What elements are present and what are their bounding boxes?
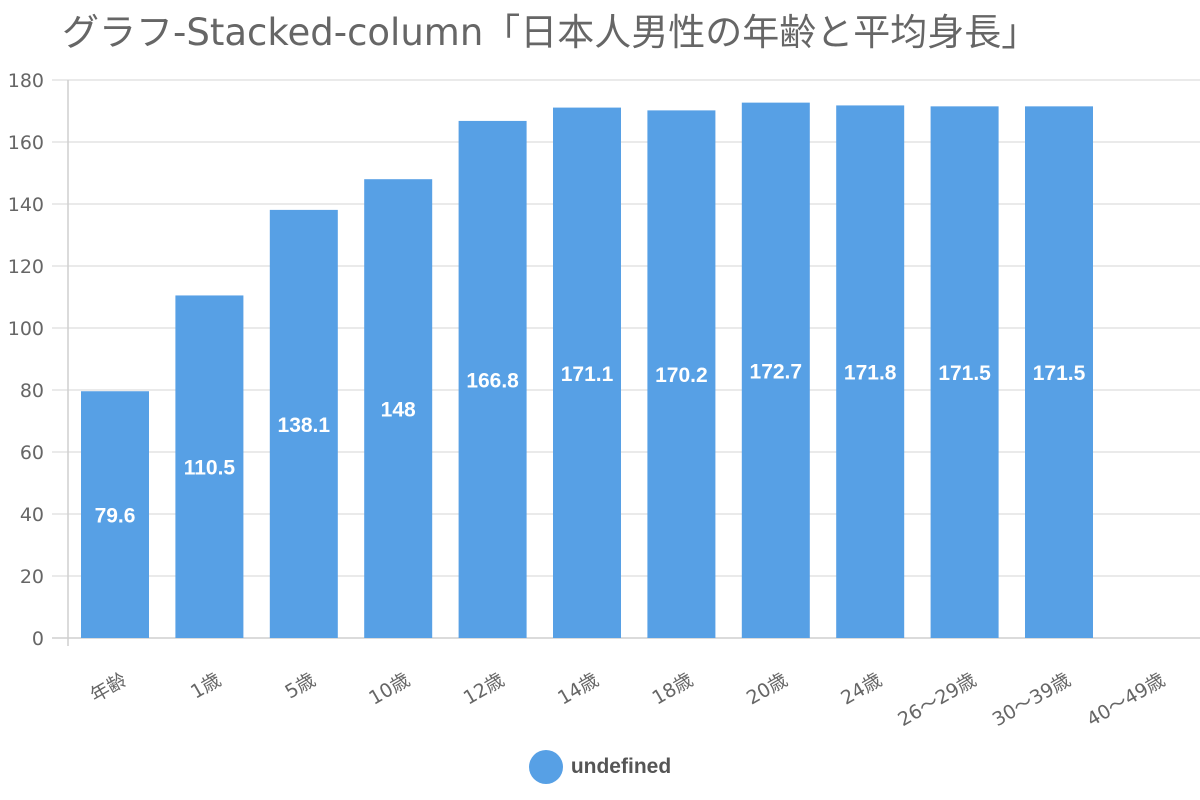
y-tick-label: 160	[8, 132, 44, 154]
y-tick-label: 0	[32, 628, 44, 650]
y-axis-ticks: 0 20 40 60 80 100 120 140 160 180	[8, 70, 44, 650]
bar-value-label: 172.7	[750, 360, 803, 383]
bar-value-label: 166.8	[466, 369, 519, 392]
bar	[458, 120, 527, 639]
legend-item[interactable]: undefined	[528, 750, 672, 784]
x-category-label: 20歳	[743, 669, 791, 710]
bar	[1025, 106, 1093, 639]
bar	[741, 102, 810, 638]
legend-label: undefined	[570, 755, 672, 778]
bar	[269, 209, 338, 638]
bar	[81, 391, 149, 638]
bar-value-label: 171.8	[844, 362, 897, 385]
x-category-label: 26～29歳	[894, 669, 980, 731]
bar	[364, 179, 433, 638]
x-category-label: 10歳	[365, 669, 413, 710]
bar	[553, 107, 621, 639]
bar-value-label: 138.1	[278, 414, 331, 437]
y-tick-label: 60	[20, 442, 44, 464]
legend-swatch	[528, 750, 563, 784]
x-category-label: 12歳	[460, 669, 508, 710]
y-tick-label: 120	[8, 256, 44, 278]
x-category-label: 年齢	[87, 669, 131, 707]
x-category-label: 40～49歳	[1083, 669, 1169, 731]
chart-title: グラフ-Stacked-column「日本人男性の年齢と平均身長」	[62, 11, 1039, 54]
legend: undefined	[0, 750, 1200, 784]
x-axis-categories: 年齢 1歳 5歳 10歳 12歳 14歳 18歳 20歳 24歳 26～29歳 30～39歳 40～4…	[87, 669, 1169, 731]
y-tick-label: 180	[8, 70, 44, 92]
y-tick-label: 40	[20, 504, 44, 526]
x-category-label: 30～39歳	[989, 669, 1075, 731]
y-tick-label: 140	[8, 194, 44, 216]
bar-value-label: 148	[381, 399, 416, 422]
x-category-label: 24歳	[837, 669, 885, 710]
bar-value-label: 79.6	[95, 505, 136, 528]
bar	[836, 105, 905, 639]
x-category-label: 1歳	[187, 669, 225, 704]
y-tick-label: 20	[20, 566, 44, 588]
y-tick-label: 80	[20, 380, 44, 402]
bar-value-label: 171.1	[561, 363, 614, 386]
bar-value-label: 171.5	[938, 362, 991, 385]
x-category-label: 14歳	[554, 669, 602, 710]
x-category-label: 5歳	[281, 669, 319, 704]
x-category-label: 18歳	[648, 669, 696, 710]
bar	[175, 295, 244, 638]
bar-value-label: 110.5	[184, 457, 236, 480]
bar-value-label: 171.5	[1033, 362, 1086, 385]
data-labels: 79.6 110.5 138.1 148 166.8 171.1 170.2 172.7 171…	[95, 360, 1086, 527]
bar	[647, 110, 716, 638]
bar	[930, 106, 999, 639]
bar-value-label: 170.2	[655, 364, 708, 387]
bars	[81, 102, 1093, 639]
y-tick-label: 100	[8, 318, 44, 340]
